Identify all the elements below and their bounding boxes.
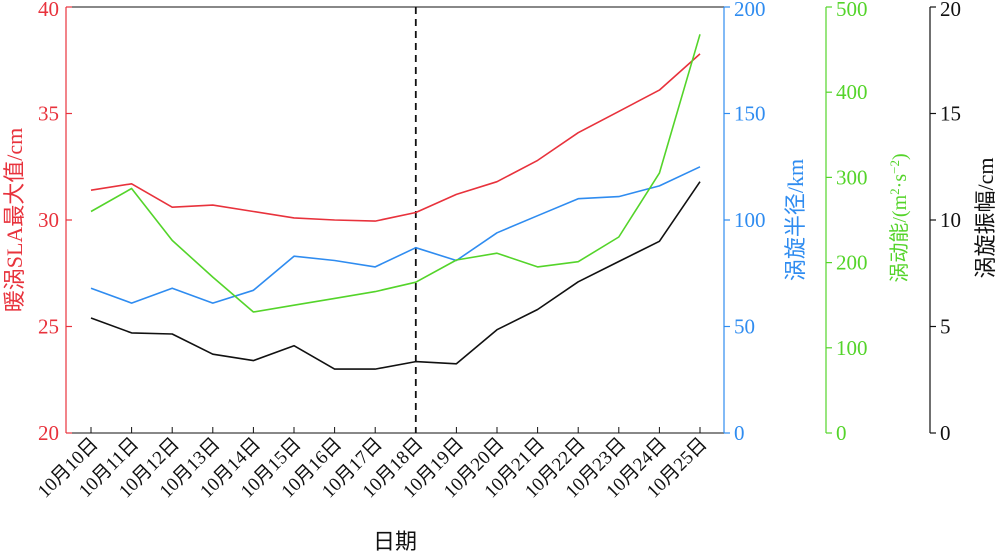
x-axis-title: 日期 [373, 529, 417, 554]
energy-tick-label: 0 [836, 421, 847, 445]
radius-series-line [90, 166, 701, 304]
energy-tick-label: 500 [836, 0, 868, 21]
energy-series-line [90, 34, 701, 313]
radius-tick-label: 200 [734, 0, 766, 21]
sla-tick-label: 40 [38, 0, 59, 21]
radius-tick-label: 150 [734, 102, 766, 126]
radius-tick-label: 0 [734, 421, 745, 445]
radius-tick-label: 50 [734, 315, 755, 339]
energy-tick-label: 400 [836, 80, 868, 104]
energy-axis: 0 100 200 300 400 500 [825, 0, 868, 445]
energy-tick-label: 300 [836, 165, 868, 189]
energy-tick-label: 200 [836, 251, 868, 275]
amplitude-tick-label: 5 [940, 315, 951, 339]
series-group [90, 34, 701, 370]
energy-axis-title: 涡动能/(m2·s−2) [887, 153, 911, 282]
amplitude-tick-label: 15 [940, 102, 961, 126]
radius-tick-label: 100 [734, 208, 766, 232]
amplitude-tick-label: 20 [940, 0, 961, 21]
sla-axis: 20 25 30 35 40 [38, 0, 72, 445]
radius-axis: 0 50 100 150 200 [723, 0, 766, 445]
amplitude-tick-label: 0 [940, 421, 951, 445]
radius-axis-title: 涡旋半径/km [783, 159, 808, 281]
amplitude-series-line [90, 181, 701, 370]
sla-series-line [90, 53, 701, 222]
sla-tick-label: 30 [38, 208, 59, 232]
amplitude-axis: 0 5 10 15 20 [929, 0, 961, 445]
amplitude-tick-label: 10 [940, 208, 961, 232]
amplitude-axis-title: 涡旋振幅/cm [973, 158, 998, 279]
sla-tick-label: 25 [38, 315, 59, 339]
sla-axis-title: 暖涡SLA最大值/cm [2, 128, 27, 313]
energy-tick-label: 100 [836, 336, 868, 360]
x-axis: 10月10日10月11日10月12日10月13日10月14日10月15日10月1… [34, 427, 712, 502]
sla-tick-label: 35 [38, 102, 59, 126]
sla-tick-label: 20 [38, 421, 59, 445]
